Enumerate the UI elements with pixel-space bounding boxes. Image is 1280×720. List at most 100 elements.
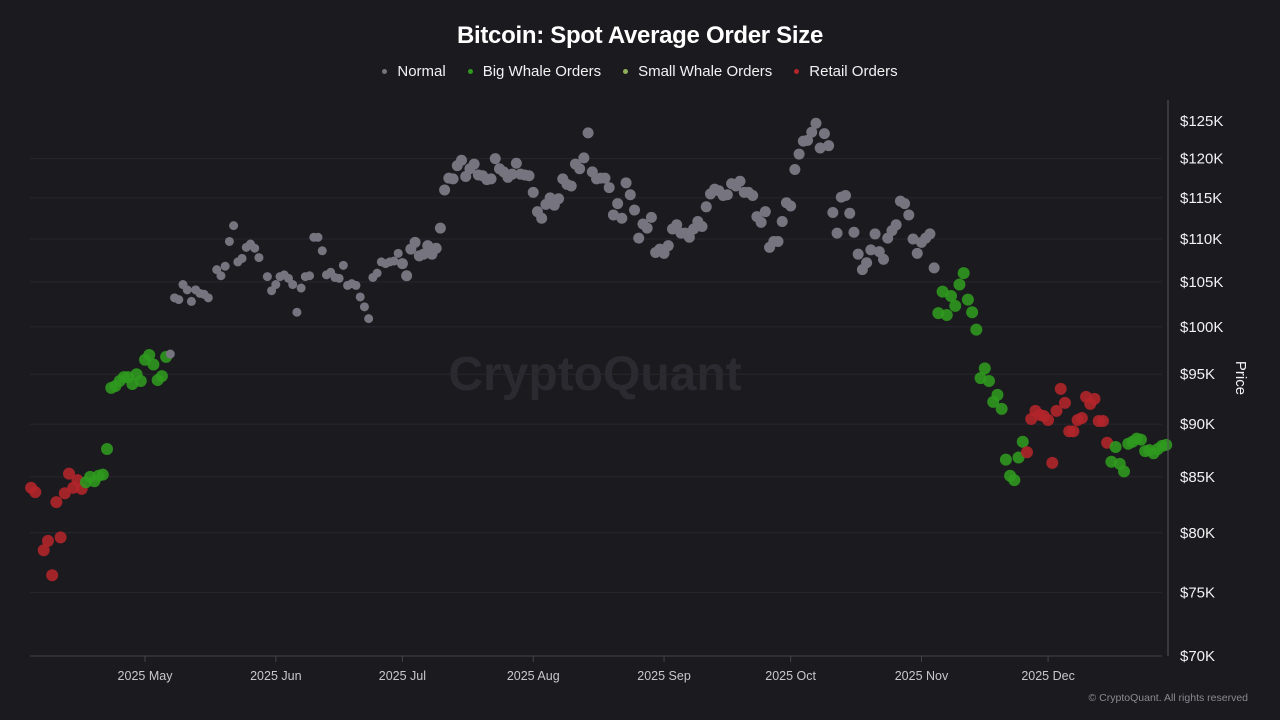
data-point-normal	[393, 248, 403, 258]
data-point-normal	[447, 173, 459, 185]
y-tick-label: $120K	[1180, 151, 1223, 168]
legend-item-normal[interactable]: Normal	[382, 63, 446, 80]
data-point-big-whale	[983, 375, 995, 388]
data-point-normal	[237, 253, 247, 263]
data-point-normal	[523, 170, 535, 182]
y-tick-label: $85K	[1180, 469, 1215, 486]
x-tick-label: 2025 Jun	[250, 669, 301, 683]
data-point-normal	[827, 206, 839, 218]
x-tick-label: 2025 Aug	[507, 669, 560, 683]
data-point-normal	[818, 128, 830, 140]
data-point-normal	[823, 140, 835, 152]
data-point-retail	[50, 496, 63, 509]
x-tick-label: 2025 Oct	[765, 669, 816, 683]
data-point-retail	[1088, 392, 1101, 405]
legend: Normal Big Whale Orders Small Whale Orde…	[0, 63, 1280, 80]
data-point-big-whale	[940, 308, 953, 321]
data-point-normal	[607, 209, 619, 221]
data-point-normal	[574, 163, 586, 175]
data-point-normal	[351, 280, 361, 290]
data-point-normal	[755, 216, 767, 228]
data-point-normal	[165, 349, 175, 359]
data-point-normal	[747, 190, 759, 202]
y-tick-label: $75K	[1180, 584, 1215, 601]
y-tick-label: $110K	[1180, 231, 1222, 248]
data-point-normal	[174, 295, 184, 305]
data-point-big-whale	[995, 402, 1008, 415]
data-point-big-whale	[961, 293, 974, 306]
data-point-normal	[616, 212, 628, 224]
data-point-big-whale	[953, 278, 966, 291]
data-point-normal	[372, 268, 382, 278]
legend-item-small-whale[interactable]: Small Whale Orders	[623, 63, 772, 80]
data-point-normal	[359, 302, 369, 312]
data-point-big-whale	[1008, 474, 1021, 487]
y-tick-label: $90K	[1180, 416, 1215, 433]
data-point-normal	[810, 117, 822, 129]
data-point-normal	[485, 173, 497, 185]
data-point-normal	[364, 314, 374, 324]
legend-label: Retail Orders	[809, 63, 898, 80]
data-point-normal	[861, 257, 873, 269]
data-point-normal	[430, 242, 442, 254]
x-tick-label: 2025 Nov	[895, 669, 949, 683]
data-point-big-whale	[970, 323, 983, 336]
data-point-big-whale	[1016, 435, 1029, 448]
data-point-normal	[793, 148, 805, 160]
data-point-normal	[338, 260, 348, 270]
data-point-normal	[527, 186, 539, 198]
data-point-normal	[899, 198, 911, 210]
x-tick-label: 2025 May	[118, 669, 174, 683]
data-point-big-whale	[978, 362, 991, 375]
y-tick-label: $80K	[1180, 525, 1215, 542]
data-point-normal	[911, 247, 923, 259]
data-point-normal	[510, 157, 522, 169]
legend-label: Small Whale Orders	[638, 63, 773, 80]
y-tick-label: $125K	[1180, 113, 1223, 130]
data-point-normal	[334, 273, 344, 283]
data-point-normal	[890, 219, 902, 231]
data-point-normal	[401, 270, 413, 282]
data-point-normal	[848, 226, 860, 238]
data-point-normal	[220, 261, 230, 271]
data-point-big-whale	[155, 370, 168, 383]
data-point-normal	[789, 163, 801, 175]
data-point-normal	[262, 272, 272, 282]
data-point-retail	[1050, 404, 1063, 417]
legend-dot-icon	[467, 69, 473, 74]
data-point-normal	[418, 248, 430, 260]
data-point-normal	[292, 307, 302, 317]
legend-item-retail[interactable]: Retail Orders	[794, 63, 898, 80]
data-point-normal	[776, 216, 788, 228]
data-point-normal	[186, 296, 196, 306]
data-point-retail	[41, 534, 54, 547]
data-point-normal	[599, 172, 611, 184]
data-point-retail	[37, 544, 50, 557]
data-point-normal	[700, 201, 712, 213]
legend-item-big-whale[interactable]: Big Whale Orders	[467, 63, 601, 80]
data-point-normal	[603, 182, 615, 194]
data-point-big-whale	[991, 388, 1004, 401]
data-point-normal	[553, 193, 565, 205]
data-point-normal	[629, 204, 641, 216]
data-point-normal	[389, 256, 399, 266]
data-point-big-whale	[96, 468, 109, 481]
legend-label: Normal	[397, 63, 446, 80]
data-point-retail	[1046, 456, 1059, 469]
data-point-normal	[271, 280, 281, 290]
x-tick-label: 2025 Dec	[1021, 669, 1075, 683]
data-point-normal	[928, 262, 940, 274]
data-point-normal	[317, 246, 327, 256]
data-point-normal	[903, 209, 915, 221]
data-point-big-whale	[1118, 465, 1131, 478]
data-point-normal	[671, 219, 683, 231]
data-point-retail	[1054, 382, 1067, 395]
data-point-normal	[840, 190, 852, 202]
data-point-retail	[63, 467, 76, 480]
data-point-normal	[296, 283, 306, 293]
data-point-retail	[29, 486, 42, 499]
data-point-normal	[814, 142, 826, 154]
data-point-normal	[759, 206, 771, 218]
data-point-normal	[506, 168, 518, 180]
